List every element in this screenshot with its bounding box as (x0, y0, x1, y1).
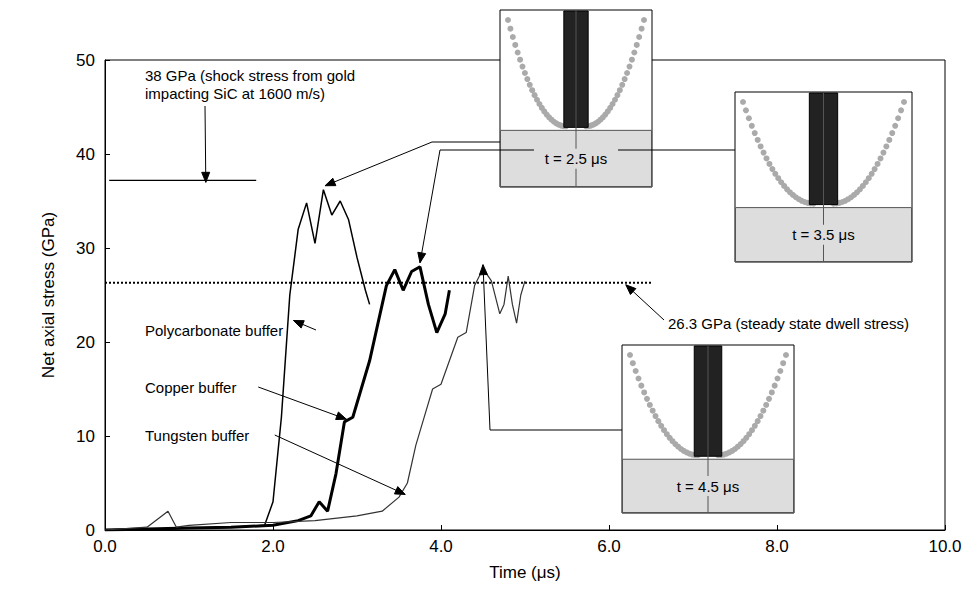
svg-text:Time (μs): Time (μs) (489, 563, 561, 582)
svg-text:26.3 GPa (steady state dwell s: 26.3 GPa (steady state dwell stress) (668, 315, 909, 332)
svg-text:Polycarbonate buffer: Polycarbonate buffer (145, 322, 283, 339)
svg-text:38 GPa (shock stress from gold: 38 GPa (shock stress from gold (145, 67, 355, 84)
svg-text:t = 4.5 μs: t = 4.5 μs (677, 478, 739, 495)
svg-text:30: 30 (76, 239, 95, 258)
svg-text:10: 10 (76, 427, 95, 446)
svg-text:0.0: 0.0 (93, 537, 117, 556)
svg-text:50: 50 (76, 51, 95, 70)
svg-text:impacting SiC at 1600 m/s): impacting SiC at 1600 m/s) (145, 85, 325, 102)
svg-text:t = 3.5 μs: t = 3.5 μs (792, 226, 854, 243)
svg-text:6.0: 6.0 (597, 537, 621, 556)
svg-text:Copper buffer: Copper buffer (145, 379, 236, 396)
svg-text:8.0: 8.0 (765, 537, 789, 556)
svg-text:0: 0 (85, 520, 95, 540)
svg-text:10.0: 10.0 (928, 537, 961, 556)
svg-text:Tungsten buffer: Tungsten buffer (145, 427, 249, 444)
svg-text:40: 40 (76, 145, 95, 164)
svg-text:4.0: 4.0 (429, 537, 453, 556)
svg-text:20: 20 (76, 333, 95, 352)
svg-text:t = 2.5 μs: t = 2.5 μs (545, 150, 607, 167)
svg-text:2.0: 2.0 (261, 537, 285, 556)
svg-text:Net axial stress (GPa): Net axial stress (GPa) (39, 212, 58, 378)
